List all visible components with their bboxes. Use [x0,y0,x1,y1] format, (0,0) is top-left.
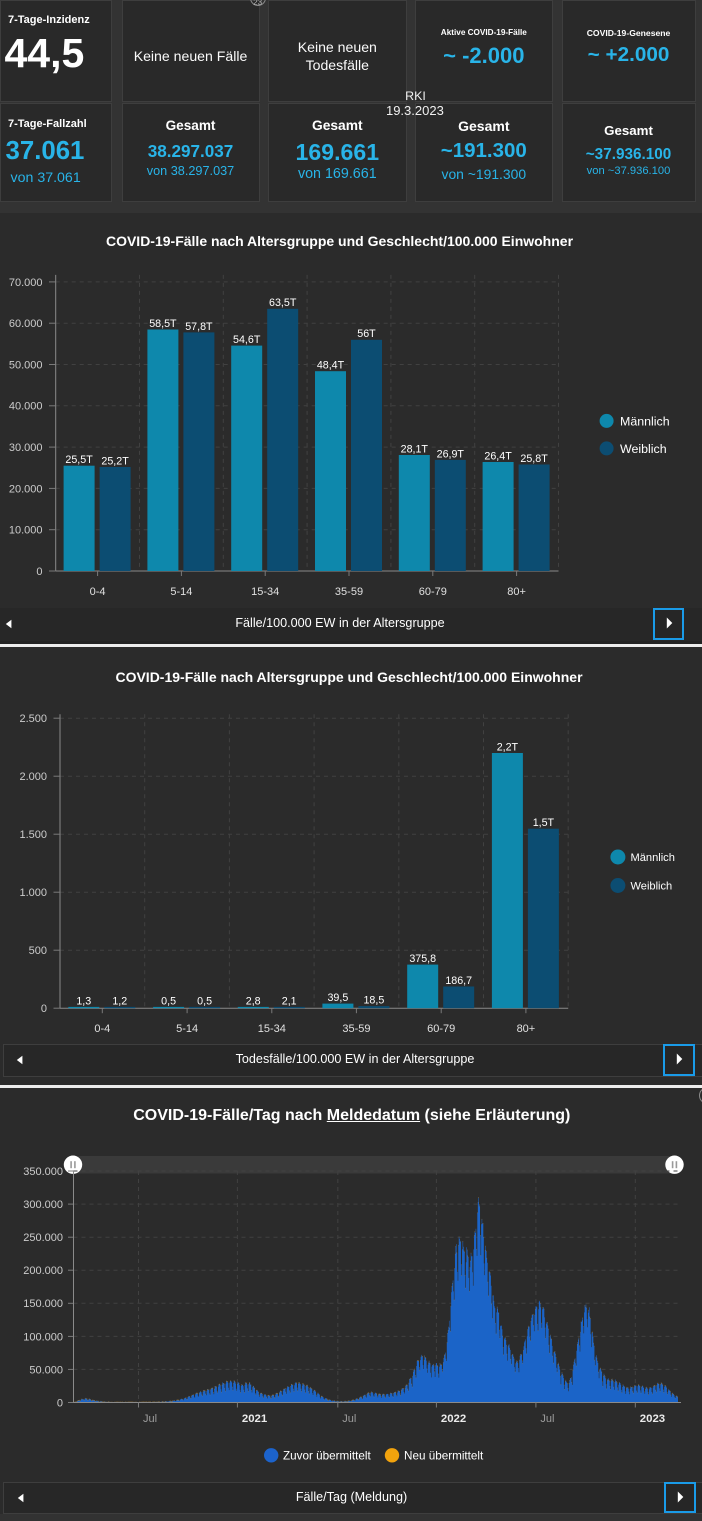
svg-text:200.000: 200.000 [23,1265,63,1277]
svg-text:186,7: 186,7 [445,974,472,986]
svg-text:2,8: 2,8 [246,995,261,1007]
svg-text:300.000: 300.000 [23,1199,63,1211]
svg-text:35-59: 35-59 [342,1023,370,1035]
svg-text:0-4: 0-4 [94,1023,110,1035]
svg-text:15-34: 15-34 [258,1023,286,1035]
svg-text:20.000: 20.000 [9,483,43,495]
svg-text:Weiblich: Weiblich [620,442,667,456]
svg-text:2,1: 2,1 [282,995,297,1007]
svg-text:56T: 56T [357,328,376,340]
svg-text:Jul: Jul [342,1413,356,1425]
svg-text:Jul: Jul [540,1413,554,1425]
svg-text:26,4T: 26,4T [484,450,512,462]
svg-text:0: 0 [36,566,42,578]
svg-text:25,2T: 25,2T [101,455,129,467]
svg-text:39,5: 39,5 [327,992,348,1004]
svg-text:1,3: 1,3 [76,995,91,1007]
svg-text:Weiblich: Weiblich [631,880,673,892]
svg-text:0-4: 0-4 [90,586,106,598]
svg-text:2023: 2023 [640,1413,665,1425]
svg-text:63,5T: 63,5T [269,297,297,309]
svg-text:26,9T: 26,9T [437,448,465,460]
svg-text:25,8T: 25,8T [520,453,548,465]
svg-text:250.000: 250.000 [23,1232,63,1244]
svg-text:80+: 80+ [517,1023,536,1035]
svg-text:Neu übermittelt: Neu übermittelt [404,1449,484,1462]
svg-text:0: 0 [57,1397,63,1409]
svg-text:50.000: 50.000 [29,1364,63,1376]
svg-text:0,5: 0,5 [197,995,212,1007]
svg-text:60-79: 60-79 [419,586,447,598]
svg-text:Männlich: Männlich [620,414,670,428]
svg-text:1,2: 1,2 [112,995,127,1007]
svg-text:Jul: Jul [143,1413,157,1425]
svg-text:48,4T: 48,4T [317,360,345,372]
svg-text:2.500: 2.500 [19,713,47,725]
svg-text:2.000: 2.000 [19,771,47,783]
svg-text:2,2T: 2,2T [497,741,519,753]
svg-text:30.000: 30.000 [9,442,43,454]
svg-text:15-34: 15-34 [251,586,279,598]
svg-text:54,6T: 54,6T [233,334,261,346]
svg-text:60-79: 60-79 [427,1023,455,1035]
svg-text:0,5: 0,5 [161,995,176,1007]
svg-text:10.000: 10.000 [9,525,43,537]
svg-text:Zuvor übermittelt: Zuvor übermittelt [283,1449,371,1462]
svg-text:58,5T: 58,5T [149,318,177,330]
svg-text:50.000: 50.000 [9,359,43,371]
svg-text:500: 500 [29,945,47,957]
svg-text:Männlich: Männlich [631,851,675,863]
svg-text:60.000: 60.000 [9,318,43,330]
svg-text:1.000: 1.000 [19,887,47,899]
svg-text:5-14: 5-14 [170,586,192,598]
svg-text:350.000: 350.000 [23,1165,63,1177]
svg-text:150.000: 150.000 [23,1298,63,1310]
svg-text:28,1T: 28,1T [401,443,429,455]
svg-text:35-59: 35-59 [335,586,363,598]
svg-text:5-14: 5-14 [176,1023,198,1035]
svg-text:0: 0 [41,1003,47,1015]
svg-text:40.000: 40.000 [9,401,43,413]
svg-text:375,8: 375,8 [409,953,436,965]
svg-text:25,5T: 25,5T [65,454,93,466]
svg-text:2022: 2022 [441,1413,466,1425]
svg-text:80+: 80+ [507,586,526,598]
svg-text:100.000: 100.000 [23,1331,63,1343]
svg-text:70.000: 70.000 [9,277,43,289]
svg-text:2021: 2021 [242,1413,268,1425]
svg-text:1,5T: 1,5T [533,817,555,829]
svg-text:18,5: 18,5 [363,994,384,1006]
svg-text:57,8T: 57,8T [185,321,213,333]
svg-text:1.500: 1.500 [19,829,47,841]
